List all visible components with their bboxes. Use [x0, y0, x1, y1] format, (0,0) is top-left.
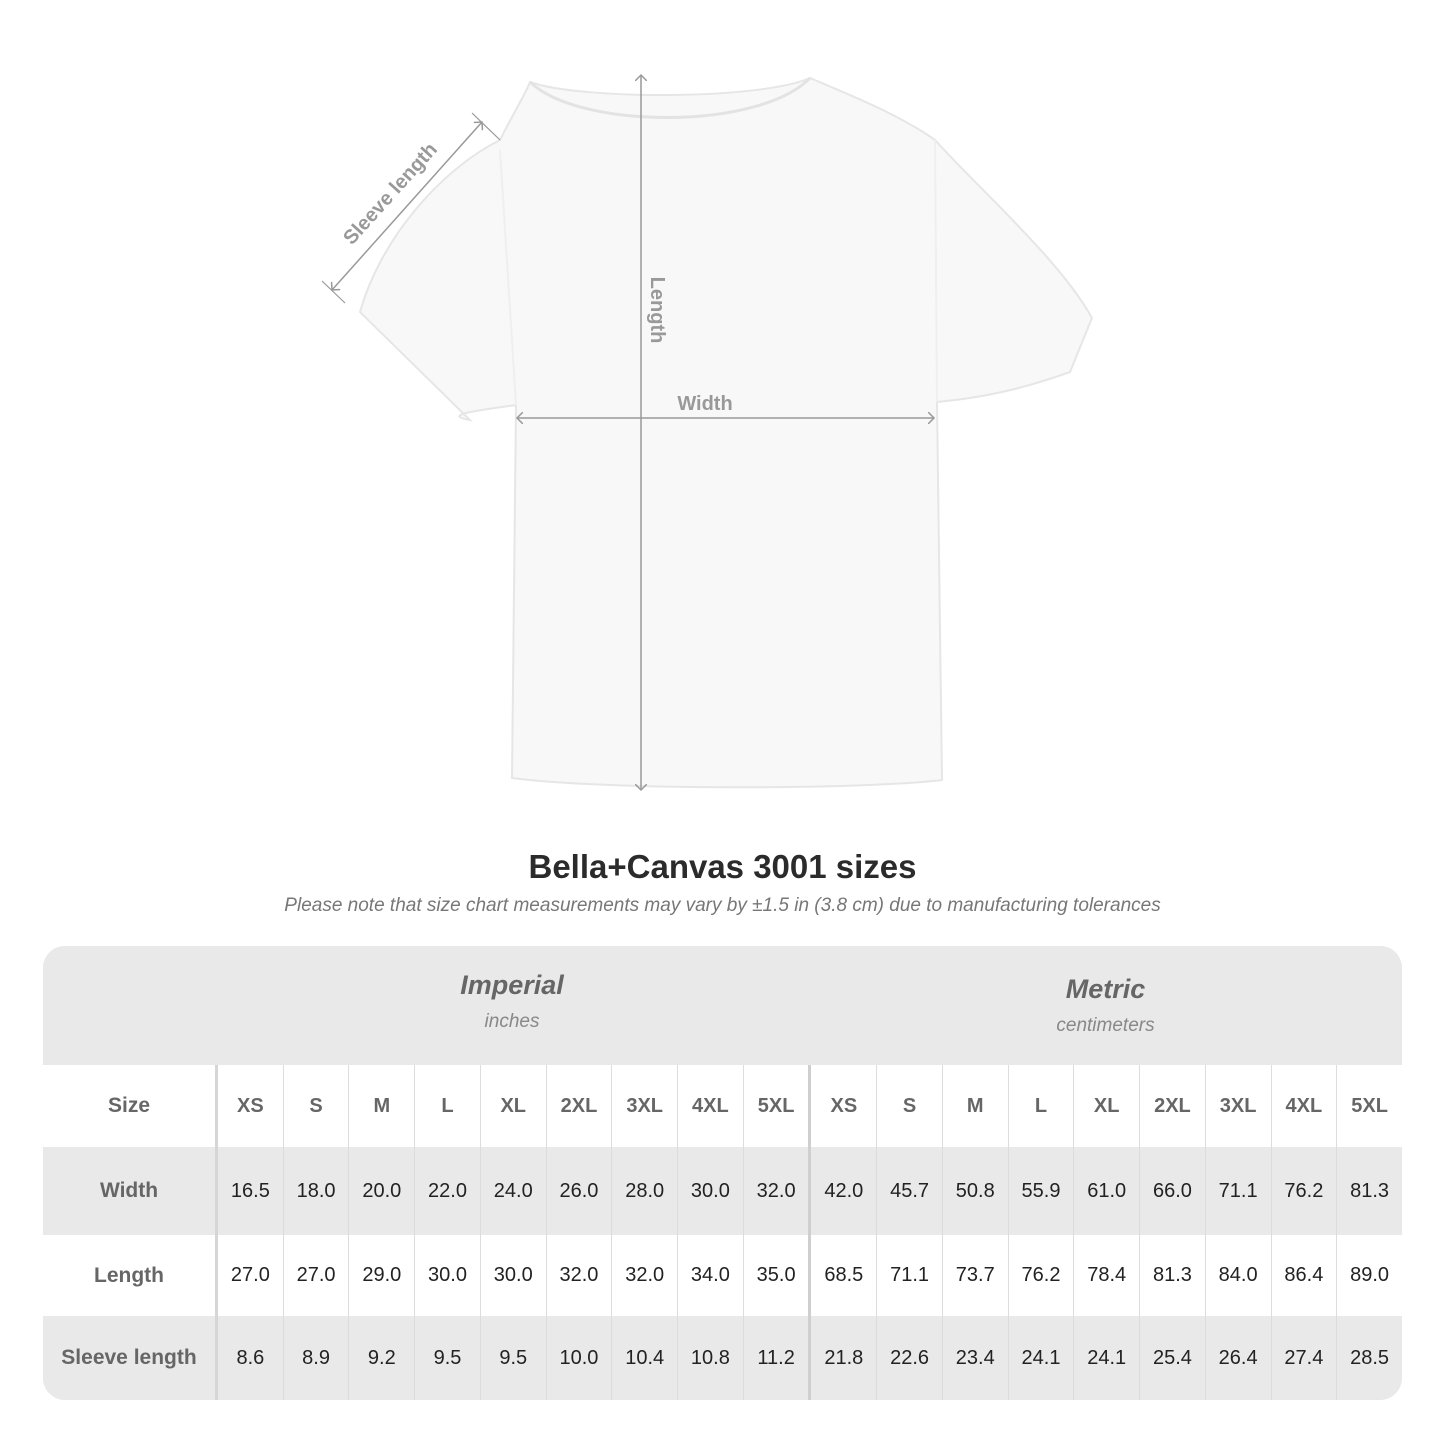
size-header-cell: 2XL — [1140, 1065, 1206, 1147]
table-cell: 23.4 — [943, 1316, 1009, 1400]
table-cell: 10.4 — [612, 1316, 679, 1400]
size-header-cell: 4XL — [678, 1065, 744, 1147]
imperial-header: Imperial inches — [215, 970, 809, 1033]
size-header-cell: M — [943, 1065, 1009, 1147]
size-header-cell: 5XL — [744, 1065, 812, 1147]
metric-unit: centimeters — [1056, 1015, 1155, 1036]
table-cell: 25.4 — [1140, 1316, 1206, 1400]
table-cell: 26.0 — [547, 1147, 613, 1235]
table-cell: 66.0 — [1140, 1147, 1206, 1235]
table-cell: 9.2 — [349, 1316, 416, 1400]
table-cell: 89.0 — [1350, 1264, 1390, 1286]
table-cell: 61.0 — [1074, 1147, 1141, 1235]
table-cell: 30.0 — [481, 1235, 547, 1316]
size-header-cell: 3XL — [1206, 1065, 1272, 1147]
table-cell: 84.0 — [1206, 1235, 1272, 1316]
table-cell: 24.1 — [1009, 1316, 1075, 1400]
tshirt-diagram: Sleeve length Length Width — [321, 0, 1094, 830]
table-cell: 45.7 — [877, 1147, 943, 1235]
size-header-cell: 4XL — [1272, 1065, 1338, 1147]
size-label: Size — [43, 1065, 218, 1147]
size-header-cell: S — [284, 1065, 350, 1147]
tshirt-image — [358, 76, 1094, 789]
table-cell: 28.0 — [612, 1147, 679, 1235]
table-cell: 50.8 — [943, 1147, 1009, 1235]
table-cell: 35.0 — [744, 1235, 812, 1316]
table-cell: 28.5 — [1350, 1346, 1390, 1369]
table-cell: 32.0 — [744, 1147, 812, 1235]
table-cell: 24.1 — [1074, 1316, 1141, 1400]
row-label: Length — [43, 1235, 218, 1316]
size-header-cell: XL — [481, 1065, 547, 1147]
length-label: Length — [646, 277, 668, 344]
table-cell: 22.6 — [877, 1316, 943, 1400]
table-cell: 9.5 — [481, 1316, 547, 1400]
table-cell: 32.0 — [547, 1235, 613, 1316]
table-cell: 24.0 — [481, 1147, 547, 1235]
table-cell: 27.0 — [218, 1235, 284, 1316]
metric-header: Metric centimeters — [809, 974, 1402, 1037]
table-cell: 27.0 — [284, 1235, 350, 1316]
unit-header: Imperial inches Metric centimeters — [43, 946, 1402, 1065]
table-cell: 9.5 — [415, 1316, 481, 1400]
table-cell: 8.6 — [218, 1316, 284, 1400]
table-cell: 11.2 — [744, 1316, 812, 1400]
table-cell: 34.0 — [678, 1235, 744, 1316]
width-label: Width — [677, 393, 732, 415]
table-row: Width 16.5 18.0 20.0 22.0 24.0 26.0 28.0 30.0 32… — [43, 1147, 1402, 1235]
size-header-row: Size XS S M L XL 2XL 3XL 4XL 5XL XS S M L XL 2XL 3XL 4XL… — [43, 1065, 1402, 1147]
size-header-cell: 3XL — [612, 1065, 679, 1147]
imperial-title: Imperial — [460, 970, 564, 1000]
size-header-cell: XS — [218, 1065, 284, 1147]
table-cell: 71.1 — [877, 1235, 943, 1316]
table-cell: 30.0 — [678, 1147, 744, 1235]
table-cell: 29.0 — [349, 1235, 416, 1316]
size-header-cell: M — [349, 1065, 416, 1147]
table-cell: 73.7 — [943, 1235, 1009, 1316]
table-cell: 68.5 — [811, 1235, 878, 1316]
size-header-cell: XS — [811, 1065, 878, 1147]
table-cell: 32.0 — [612, 1235, 679, 1316]
table-cell: 78.4 — [1074, 1235, 1141, 1316]
size-header-cell: 2XL — [547, 1065, 613, 1147]
size-table: Imperial inches Metric centimeters Size … — [43, 946, 1402, 1400]
table-cell: 42.0 — [811, 1147, 878, 1235]
table-cell: 10.8 — [678, 1316, 744, 1400]
table-cell: 76.2 — [1009, 1235, 1075, 1316]
metric-title: Metric — [1065, 974, 1146, 1004]
size-header-cell: 5XL — [1351, 1094, 1388, 1117]
table-cell: 16.5 — [218, 1147, 284, 1235]
size-header-cell: S — [877, 1065, 943, 1147]
sleeve-length-line — [332, 122, 482, 290]
imperial-unit: inches — [484, 1011, 540, 1032]
table-row: Sleeve length 8.6 8.9 9.2 9.5 9.5 10.0 10.4 10.… — [43, 1316, 1402, 1400]
table-cell: 26.4 — [1206, 1316, 1272, 1400]
table-cell: 76.2 — [1272, 1147, 1338, 1235]
tolerance-note: Please note that size chart measurements… — [284, 895, 1161, 916]
table-cell: 30.0 — [415, 1235, 481, 1316]
table-cell: 20.0 — [349, 1147, 416, 1235]
size-header-cell: L — [415, 1065, 481, 1147]
table-cell: 55.9 — [1009, 1147, 1075, 1235]
table-cell: 22.0 — [415, 1147, 481, 1235]
table-cell: 81.3 — [1140, 1235, 1206, 1316]
row-label: Width — [43, 1147, 218, 1235]
table-cell: 86.4 — [1272, 1235, 1338, 1316]
size-header-cell: L — [1009, 1065, 1075, 1147]
page-title: Bella+Canvas 3001 sizes — [528, 848, 917, 885]
table-cell: 71.1 — [1206, 1147, 1272, 1235]
table-cell: 18.0 — [284, 1147, 350, 1235]
table-cell: 81.3 — [1350, 1179, 1390, 1202]
size-header-cell: XL — [1074, 1065, 1141, 1147]
row-label: Sleeve length — [43, 1316, 218, 1400]
table-cell: 27.4 — [1272, 1316, 1338, 1400]
table-cell: 10.0 — [547, 1316, 613, 1400]
table-cell: 21.8 — [811, 1316, 878, 1400]
table-row: Length 27.0 27.0 29.0 30.0 30.0 32.0 32.0 34.0 3… — [43, 1235, 1402, 1316]
table-cell: 8.9 — [284, 1316, 350, 1400]
